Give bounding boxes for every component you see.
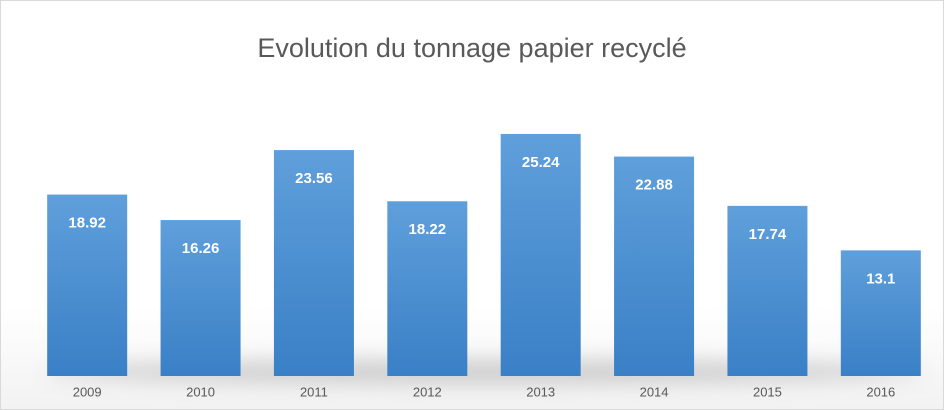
data-label: 23.56	[295, 170, 333, 187]
x-tick-label: 2013	[526, 384, 555, 399]
bar	[273, 150, 354, 376]
data-label: 17.74	[749, 226, 787, 243]
chart-title: Evolution du tonnage papier recyclé	[257, 33, 686, 63]
floor-shadow	[44, 360, 924, 384]
bar	[160, 220, 241, 376]
bar	[614, 156, 695, 376]
x-tick-label: 2010	[186, 384, 215, 399]
x-tick-label: 2012	[413, 384, 442, 399]
data-label: 22.88	[635, 177, 673, 194]
x-tick-label: 2009	[73, 384, 102, 399]
bar	[47, 194, 128, 376]
data-label: 25.24	[522, 154, 560, 171]
bar	[387, 201, 468, 376]
data-label: 13.1	[866, 270, 895, 287]
data-label: 16.26	[182, 240, 220, 257]
bar	[500, 133, 581, 376]
x-tick-label: 2014	[640, 384, 669, 399]
x-tick-label: 2011	[300, 384, 328, 399]
x-tick-label: 2015	[753, 384, 782, 399]
data-label: 18.22	[409, 221, 447, 238]
bar	[727, 205, 808, 376]
bar	[840, 250, 921, 376]
data-label: 18.92	[68, 215, 106, 232]
x-tick-label: 2016	[866, 384, 895, 399]
